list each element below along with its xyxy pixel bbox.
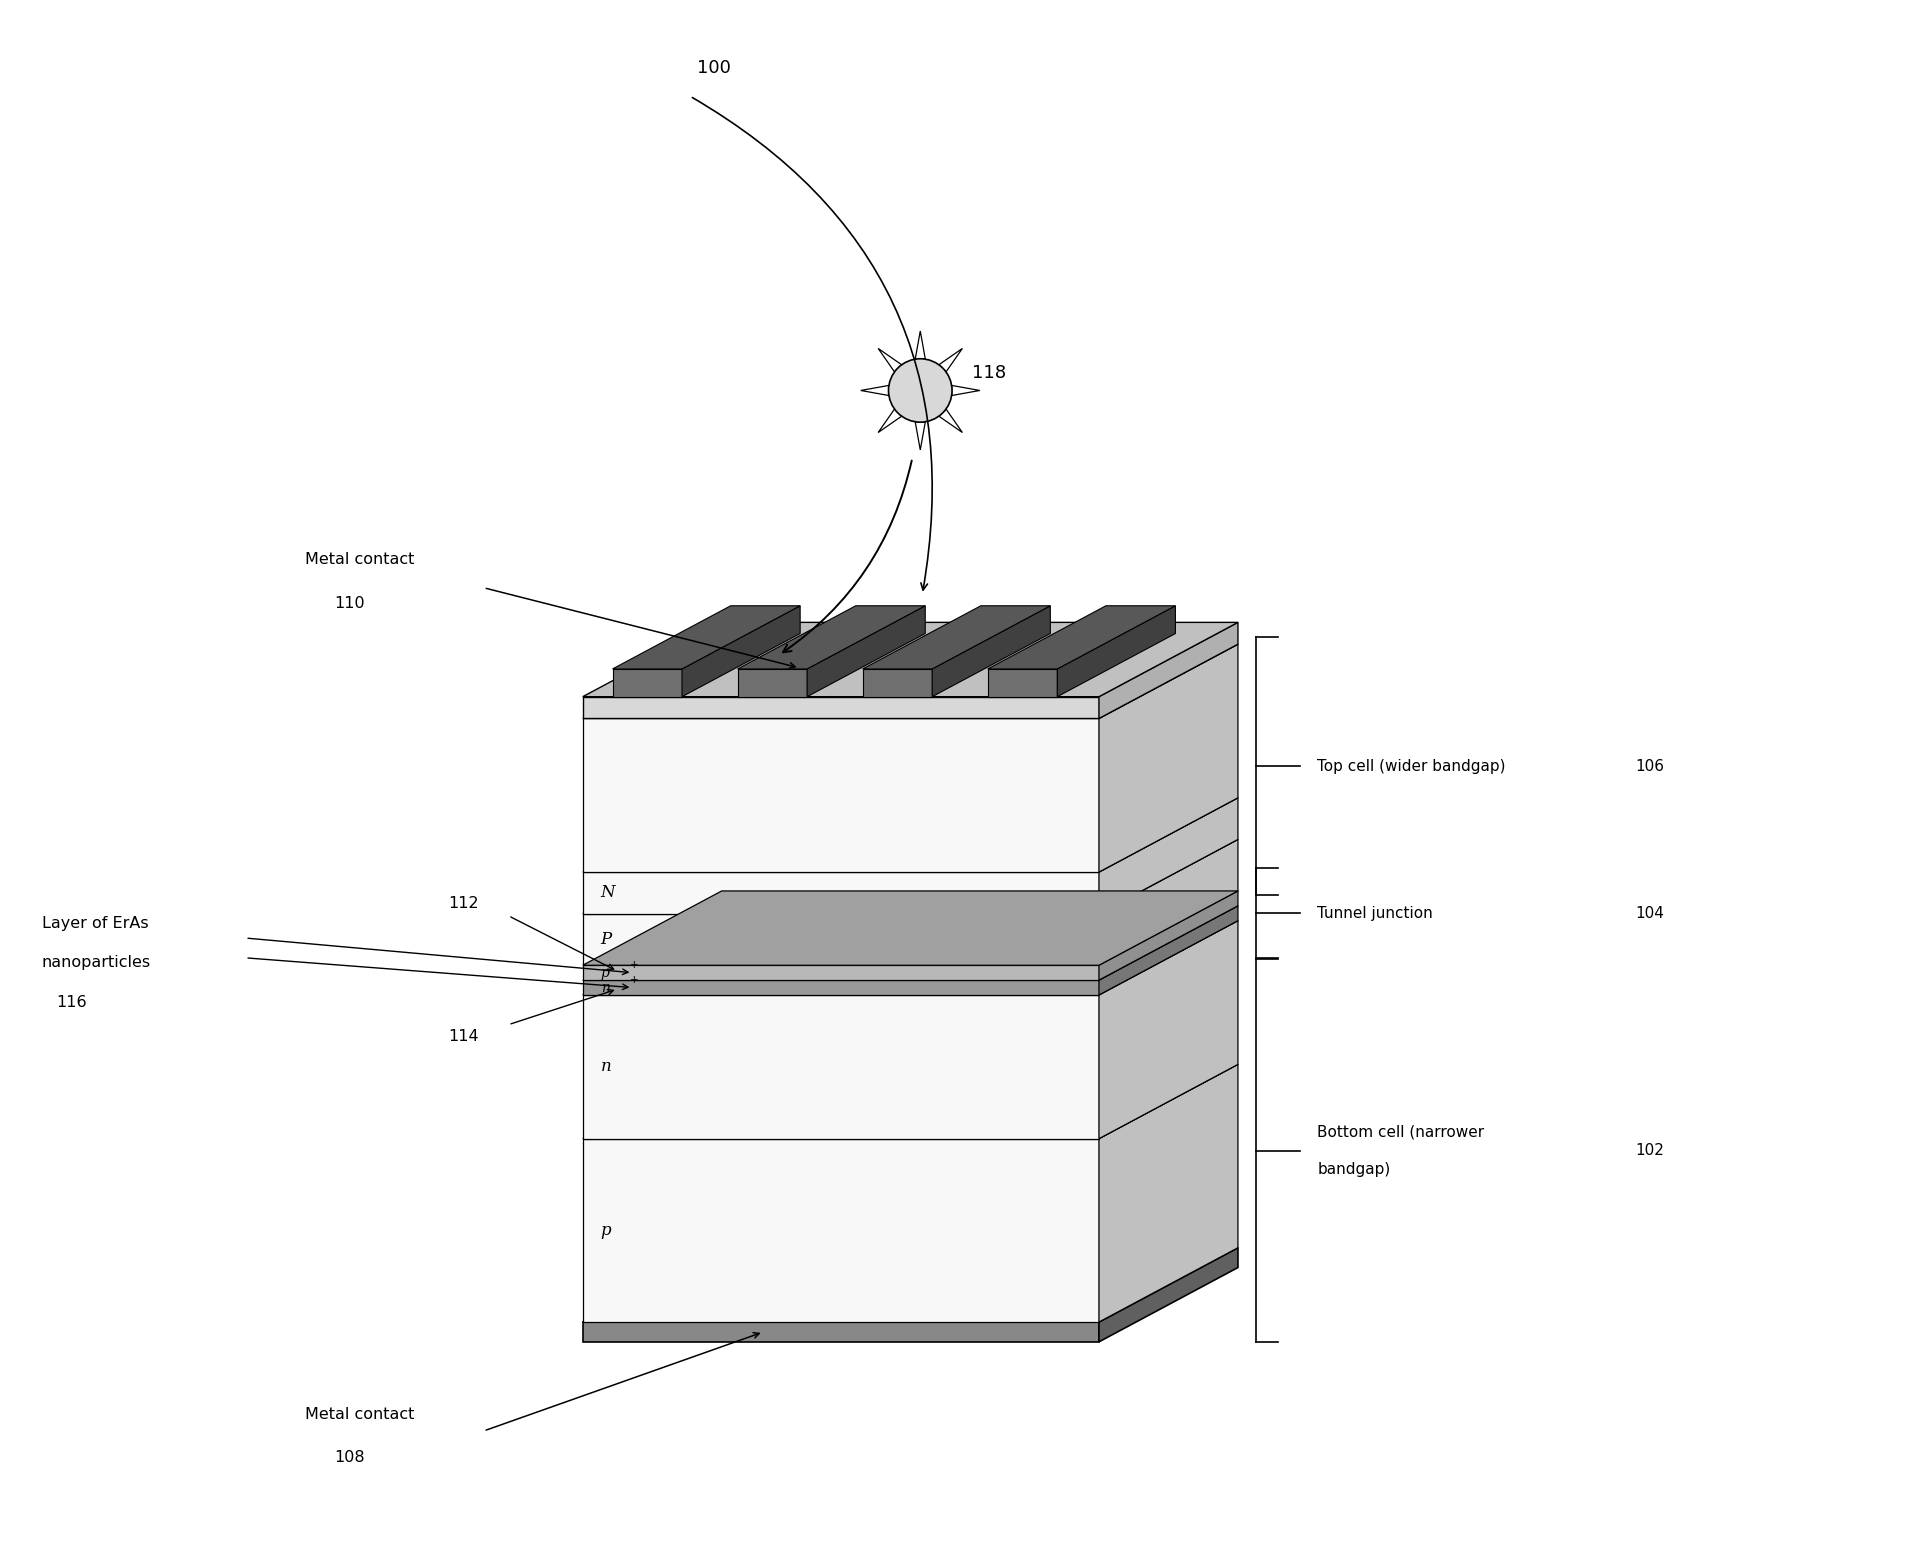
Polygon shape xyxy=(879,348,901,371)
Polygon shape xyxy=(859,385,888,396)
Polygon shape xyxy=(582,873,1099,914)
Text: 104: 104 xyxy=(1635,905,1663,920)
Text: P: P xyxy=(601,931,611,948)
Polygon shape xyxy=(1099,920,1236,1139)
Polygon shape xyxy=(1099,798,1236,914)
Text: nanoparticles: nanoparticles xyxy=(42,956,151,970)
Text: +: + xyxy=(630,959,639,970)
Text: p: p xyxy=(601,965,609,979)
Polygon shape xyxy=(737,668,806,696)
Polygon shape xyxy=(915,422,924,450)
Polygon shape xyxy=(582,891,1236,965)
Polygon shape xyxy=(582,995,1099,1139)
Polygon shape xyxy=(861,606,1049,668)
Polygon shape xyxy=(879,408,901,433)
Polygon shape xyxy=(582,696,1099,718)
Polygon shape xyxy=(582,965,1099,981)
Circle shape xyxy=(888,359,951,422)
Polygon shape xyxy=(737,606,924,668)
Polygon shape xyxy=(681,606,800,696)
Polygon shape xyxy=(1099,644,1236,873)
Polygon shape xyxy=(582,1064,1236,1139)
Text: Metal contact: Metal contact xyxy=(304,1406,413,1422)
Text: 108: 108 xyxy=(335,1450,366,1465)
Text: Tunnel junction: Tunnel junction xyxy=(1317,905,1432,920)
Text: n: n xyxy=(601,981,609,995)
Polygon shape xyxy=(951,385,980,396)
Polygon shape xyxy=(582,840,1236,914)
Polygon shape xyxy=(582,914,1099,965)
Polygon shape xyxy=(1099,891,1236,981)
Polygon shape xyxy=(1099,1248,1236,1341)
Text: 100: 100 xyxy=(697,59,731,77)
Polygon shape xyxy=(582,1323,1099,1341)
Polygon shape xyxy=(1099,1064,1236,1323)
FancyArrowPatch shape xyxy=(783,461,911,653)
Text: Metal contact: Metal contact xyxy=(304,552,413,568)
Polygon shape xyxy=(1099,907,1236,995)
Polygon shape xyxy=(932,606,1049,696)
Polygon shape xyxy=(582,798,1236,873)
Polygon shape xyxy=(806,606,924,696)
Text: Layer of ErAs: Layer of ErAs xyxy=(42,916,147,931)
Polygon shape xyxy=(938,348,963,371)
Text: 112: 112 xyxy=(448,896,478,911)
FancyArrowPatch shape xyxy=(693,97,932,589)
Polygon shape xyxy=(1099,840,1236,965)
Text: bandgap): bandgap) xyxy=(1317,1162,1390,1177)
Polygon shape xyxy=(582,907,1236,981)
Polygon shape xyxy=(988,606,1175,668)
Text: n: n xyxy=(601,1058,611,1075)
Text: Bottom cell (narrower: Bottom cell (narrower xyxy=(1317,1125,1483,1139)
Text: p: p xyxy=(601,1222,611,1239)
Text: 116: 116 xyxy=(57,995,88,1010)
Text: Top cell (wider bandgap): Top cell (wider bandgap) xyxy=(1317,758,1504,774)
Polygon shape xyxy=(582,981,1099,995)
Polygon shape xyxy=(582,1139,1099,1323)
Text: N: N xyxy=(601,885,614,902)
Polygon shape xyxy=(988,668,1057,696)
Polygon shape xyxy=(861,668,932,696)
Polygon shape xyxy=(582,644,1236,718)
Polygon shape xyxy=(938,408,963,433)
Text: 102: 102 xyxy=(1635,1143,1663,1159)
Text: 106: 106 xyxy=(1635,758,1663,774)
Polygon shape xyxy=(582,920,1236,995)
Polygon shape xyxy=(582,1248,1236,1323)
Polygon shape xyxy=(582,718,1099,873)
Text: 118: 118 xyxy=(972,364,1005,382)
Polygon shape xyxy=(1057,606,1175,696)
Polygon shape xyxy=(1099,622,1236,718)
Polygon shape xyxy=(612,668,681,696)
Text: 110: 110 xyxy=(335,596,366,611)
Text: 114: 114 xyxy=(448,1029,478,1044)
Polygon shape xyxy=(612,606,800,668)
Polygon shape xyxy=(915,331,924,359)
Polygon shape xyxy=(582,622,1236,696)
Text: +: + xyxy=(630,975,639,984)
